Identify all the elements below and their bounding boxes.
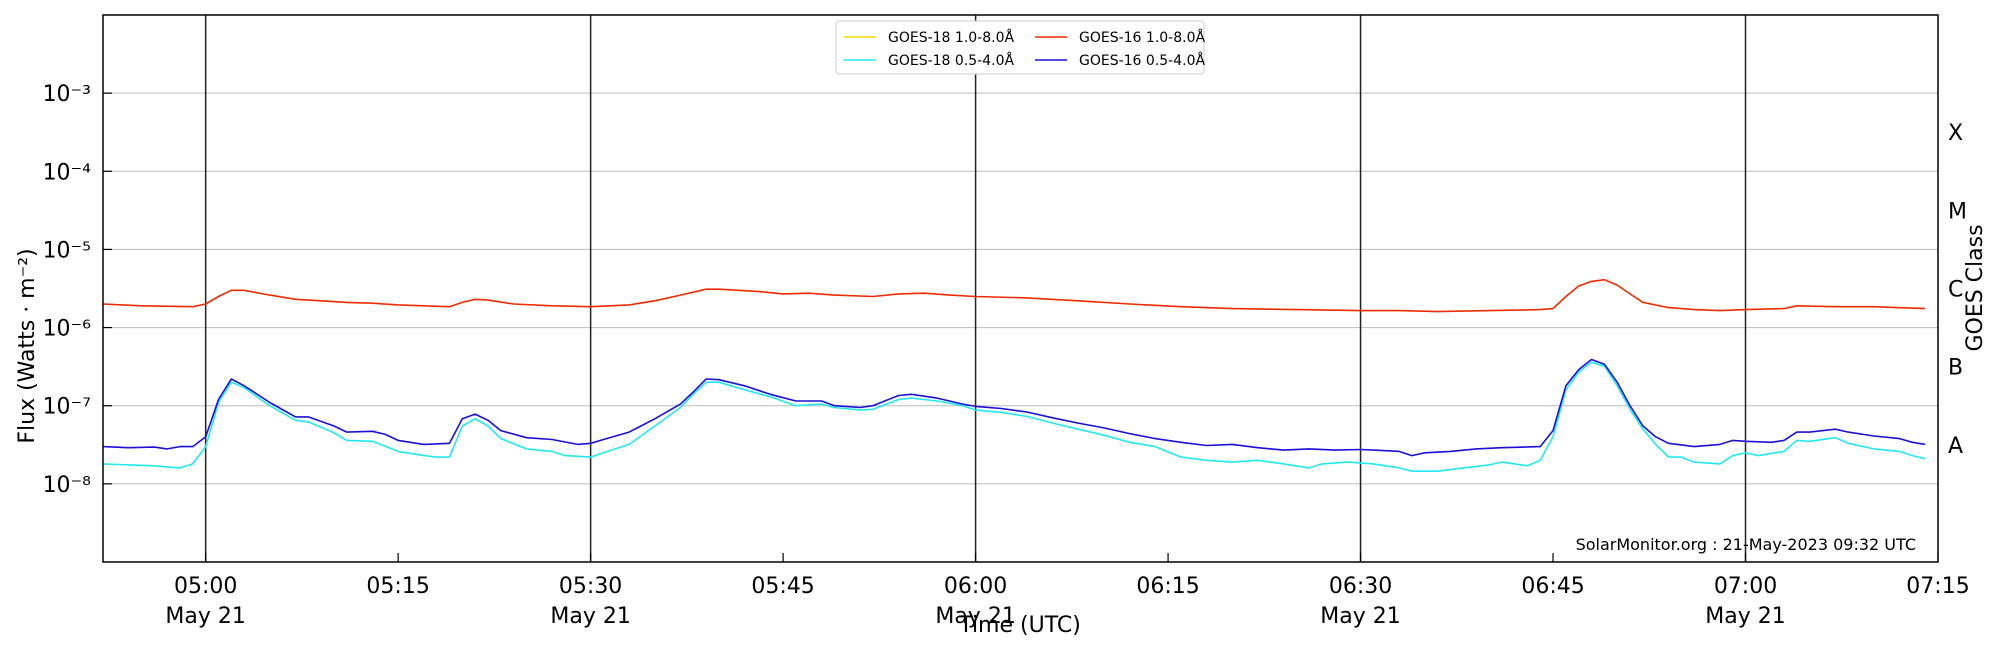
x-tick-label: 06:30 bbox=[1329, 574, 1392, 599]
x-tick-date-label: May 21 bbox=[935, 604, 1015, 629]
y-axis-label: Flux (Watts · m⁻²) bbox=[15, 248, 40, 443]
x-tick-label: 06:45 bbox=[1521, 574, 1584, 599]
goes-class-label: A bbox=[1948, 434, 1963, 459]
y-tick-layer: 10⁻⁸ 10⁻⁷ 10⁻⁶ 10⁻⁵ 10⁻⁴ 10⁻³ bbox=[43, 82, 112, 498]
legend-label: GOES-16 1.0-8.0Å bbox=[1079, 29, 1205, 46]
legend: GOES-18 1.0-8.0Å GOES-18 0.5-4.0Å GOES-16 … bbox=[835, 20, 1205, 75]
goes-class-label: M bbox=[1948, 199, 1967, 224]
y-tick-label: 10⁻⁶ bbox=[43, 317, 92, 342]
legend-label: GOES-18 0.5-4.0Å bbox=[888, 52, 1014, 69]
y-tick-label: 10⁻⁵ bbox=[43, 238, 91, 263]
grid-layer bbox=[103, 92, 1938, 485]
y-tick-label: 10⁻³ bbox=[43, 82, 91, 107]
x-tick-label: 07:15 bbox=[1906, 574, 1969, 599]
x-tick-date-label: May 21 bbox=[165, 604, 245, 629]
x-tick-label: 05:00 bbox=[174, 574, 237, 599]
series-line-goes-18-0-5-4-0 bbox=[103, 361, 1926, 473]
legend-label: GOES-16 0.5-4.0Å bbox=[1079, 52, 1205, 69]
vertical-marker-layer bbox=[204, 15, 1747, 562]
x-tick-date-label: May 21 bbox=[1320, 604, 1400, 629]
x-tick-label: 05:30 bbox=[559, 574, 622, 599]
series-line-goes-16-1-0-8-0 bbox=[103, 278, 1926, 313]
y-tick-label: 10⁻⁷ bbox=[43, 395, 91, 420]
x-tick-label: 05:45 bbox=[751, 574, 814, 599]
legend-label: GOES-18 1.0-8.0Å bbox=[888, 29, 1014, 46]
y-tick-label: 10⁻⁸ bbox=[43, 473, 92, 498]
footer-credit: SolarMonitor.org : 21-May-2023 09:32 UTC bbox=[1576, 535, 1916, 554]
legend-box bbox=[835, 20, 1205, 75]
x-tick-label: 06:15 bbox=[1136, 574, 1199, 599]
goes-class-axis-label: GOES Class bbox=[1963, 224, 1988, 351]
x-tick-label: 05:15 bbox=[366, 574, 429, 599]
x-axis-label: Time (UTC) bbox=[958, 613, 1081, 638]
x-tick-layer: 05:00 May 21 05:15 05:30 May 21 05:45 06:00 May… bbox=[165, 553, 1970, 629]
series-line-goes-16-0-5-4-0 bbox=[103, 358, 1926, 457]
x-tick-label: 06:00 bbox=[944, 574, 1007, 599]
goes-class-layer: A B C M X bbox=[1948, 121, 1967, 459]
x-tick-date-label: May 21 bbox=[550, 604, 630, 629]
goes-class-label: C bbox=[1948, 278, 1963, 303]
plot-frame bbox=[102, 14, 1939, 563]
x-tick-label: 07:00 bbox=[1714, 574, 1777, 599]
x-tick-date-label: May 21 bbox=[1705, 604, 1785, 629]
goes-class-label: X bbox=[1948, 121, 1963, 146]
y-tick-label: 10⁻⁴ bbox=[43, 160, 92, 185]
goes-class-label: B bbox=[1948, 356, 1963, 381]
series-layer bbox=[103, 278, 1926, 473]
